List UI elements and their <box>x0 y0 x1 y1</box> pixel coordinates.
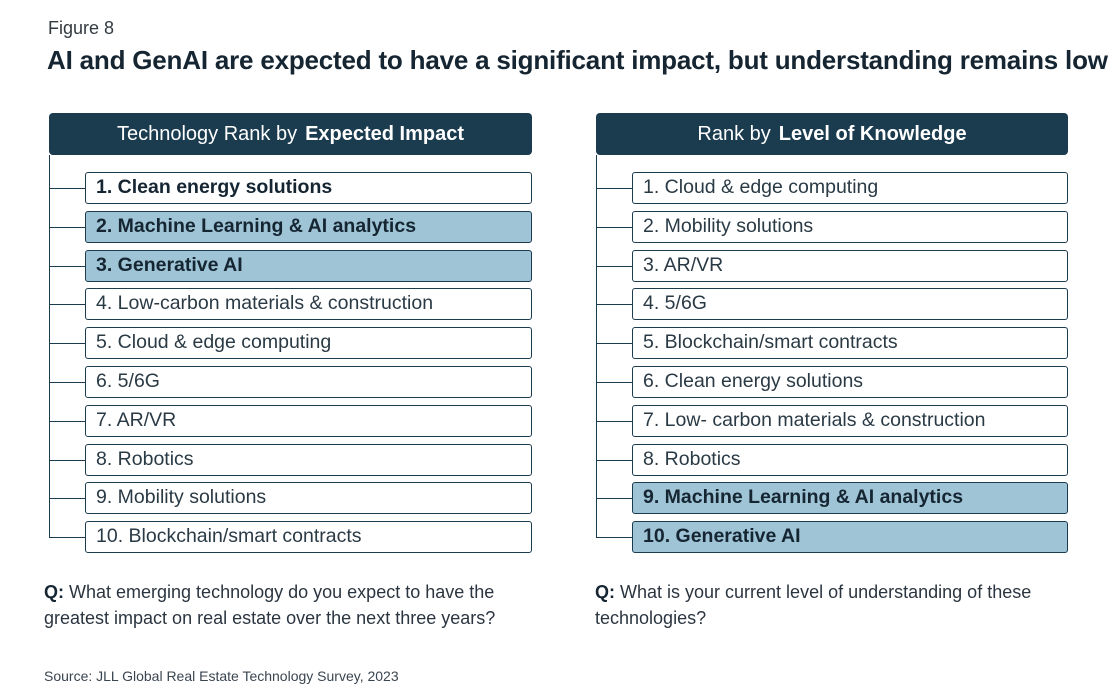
rank-item: 10. Generative AI <box>632 521 1068 554</box>
rank-item: 4. 5/6G <box>632 288 1068 321</box>
connector-tick <box>596 420 632 422</box>
rank-item: 2. Machine Learning & AI analytics <box>85 210 532 243</box>
expected-impact-header: Technology Rank by Expected Impact <box>49 113 532 155</box>
question-expected-impact: Q: What emerging technology do you expec… <box>44 579 514 631</box>
header-prefix: Technology Rank by <box>116 122 298 145</box>
rank-item: 3. Generative AI <box>85 249 532 282</box>
rank-item: 5. Blockchain/smart contracts <box>632 327 1068 360</box>
connector-tick <box>596 537 632 539</box>
rank-item: 8. Robotics <box>85 443 532 476</box>
connector-tick <box>596 188 632 189</box>
rank-item: 2. Mobility solutions <box>632 210 1068 243</box>
header-bold: Level of Knowledge <box>778 122 967 145</box>
figure-label: Figure 8 <box>48 18 115 38</box>
connector-tick <box>49 498 85 500</box>
connector-tick <box>596 265 632 267</box>
question-prefix: Q: <box>595 582 615 602</box>
rank-item: 4. Low-carbon materials & construction <box>85 288 532 321</box>
rank-item: 9. Mobility solutions <box>85 482 532 515</box>
connector-tick <box>49 420 85 422</box>
rank-item: 1. Clean energy solutions <box>85 172 532 204</box>
connector-tick <box>596 343 632 345</box>
connector-tick <box>596 382 632 383</box>
connector-spine <box>49 155 50 538</box>
header-prefix: Rank by <box>697 122 771 145</box>
rank-item: 9. Machine Learning & AI analytics <box>632 482 1068 515</box>
connector-tick <box>596 498 632 500</box>
connector-tick <box>49 304 85 306</box>
rank-item: 7. AR/VR <box>85 404 532 437</box>
rank-item: 1. Cloud & edge computing <box>632 172 1068 204</box>
rank-item: 3. AR/VR <box>632 249 1068 282</box>
connector-tick <box>49 459 85 461</box>
rank-item: 6. 5/6G <box>85 366 532 398</box>
question-prefix: Q: <box>44 582 64 602</box>
connector-tick <box>49 537 85 539</box>
level-of-knowledge-header: Rank by Level of Knowledge <box>596 113 1068 155</box>
connector-spine <box>596 155 597 538</box>
connector-tick <box>596 226 632 228</box>
question-text: What emerging technology do you expect t… <box>44 582 496 628</box>
connector-tick <box>596 459 632 461</box>
source-note: Source: JLL Global Real Estate Technolog… <box>44 668 399 684</box>
rank-item: 6. Clean energy solutions <box>632 366 1068 398</box>
connector-tick <box>49 343 85 345</box>
rank-item: 7. Low- carbon materials & construction <box>632 404 1068 437</box>
question-text: What is your current level of understand… <box>595 582 1032 628</box>
connector-tick <box>49 382 85 383</box>
rank-item: 5. Cloud & edge computing <box>85 327 532 360</box>
header-bold: Expected Impact <box>305 122 465 145</box>
rank-item: 8. Robotics <box>632 443 1068 476</box>
rank-item: 10. Blockchain/smart contracts <box>85 521 532 554</box>
figure-title: AI and GenAI are expected to have a sign… <box>47 45 1108 75</box>
connector-tick <box>49 226 85 228</box>
connector-tick <box>49 188 85 189</box>
connector-tick <box>49 265 85 267</box>
question-level-of-knowledge: Q: What is your current level of underst… <box>595 579 1045 631</box>
connector-tick <box>596 304 632 306</box>
